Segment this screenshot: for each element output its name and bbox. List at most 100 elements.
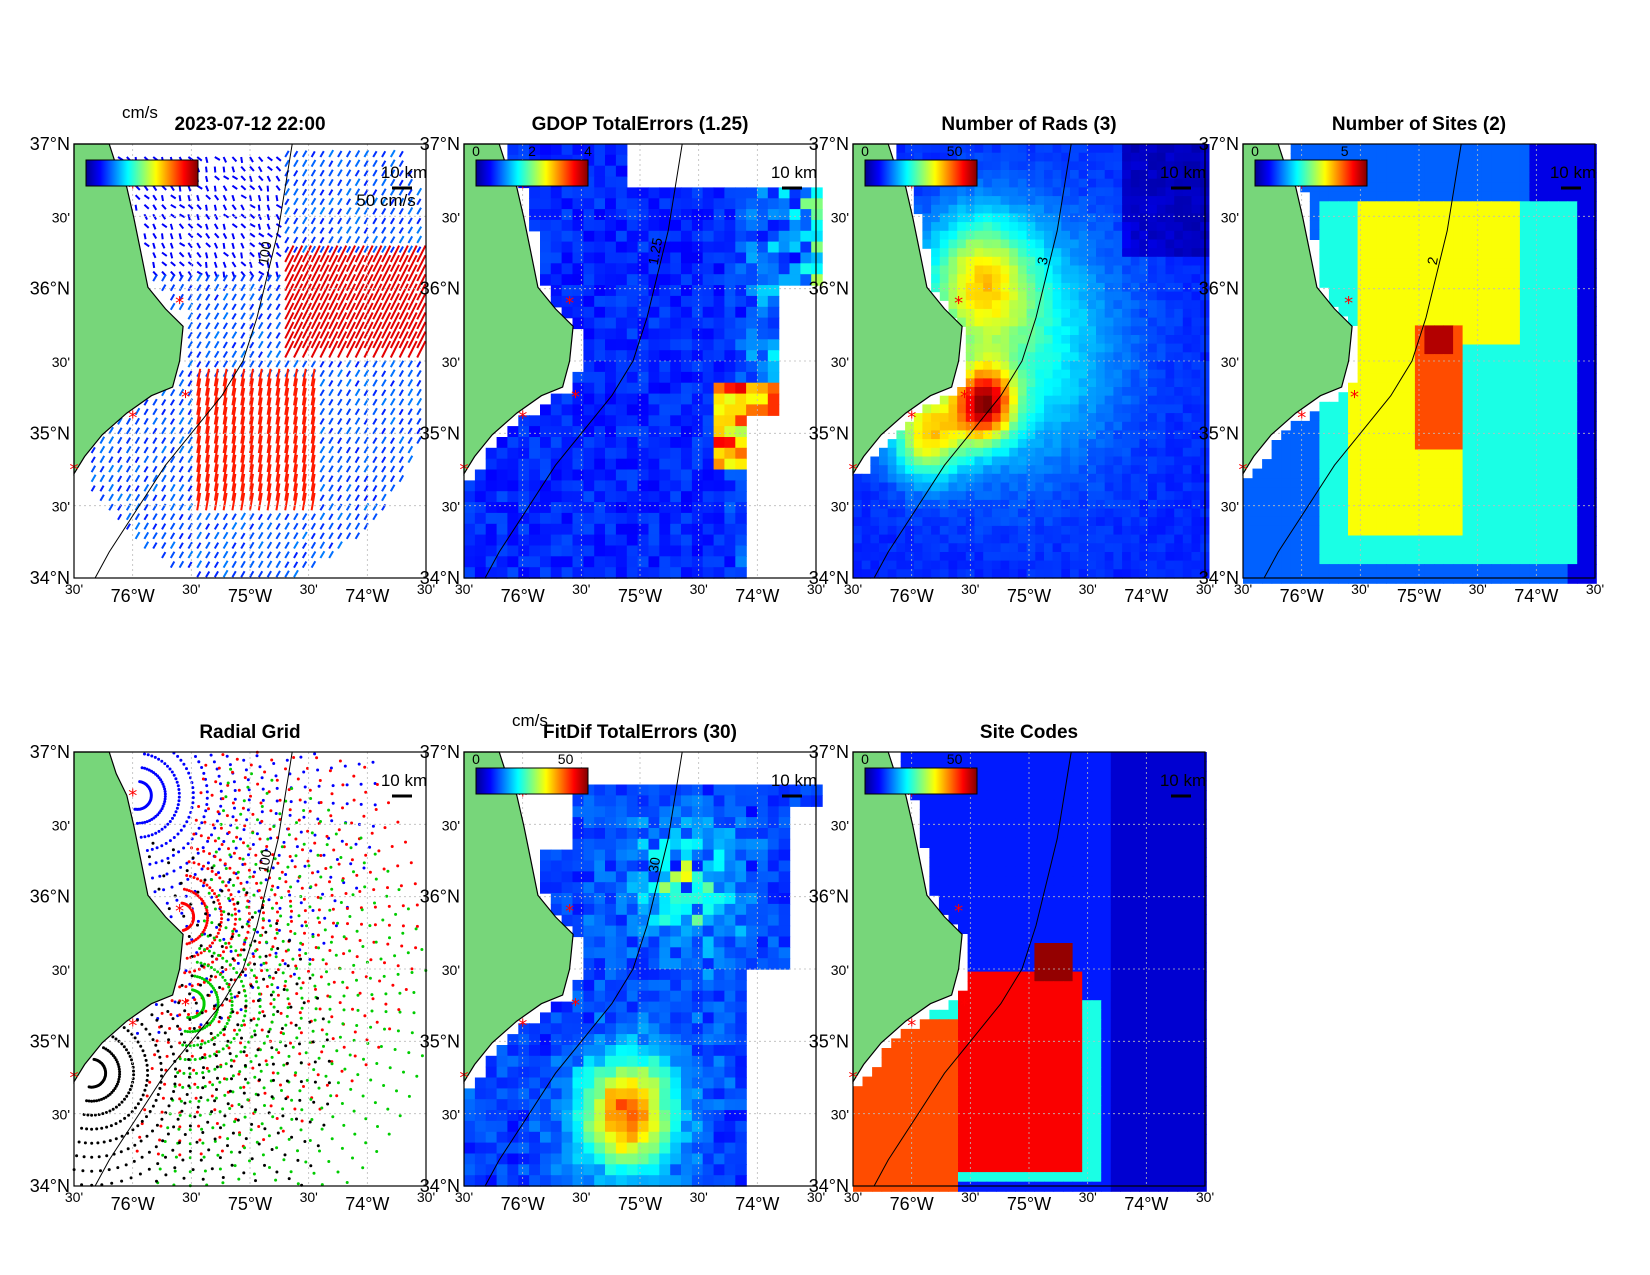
field-cell [1061,361,1071,371]
current-vector [275,445,281,463]
field-cell [540,263,552,275]
field-cell [702,415,715,427]
field-cell [1104,482,1114,492]
current-vector [354,283,365,301]
current-vector [205,331,211,339]
field-cell [1122,387,1132,397]
current-vector [328,360,334,368]
field-cell [905,517,915,527]
current-vector [416,427,422,435]
field-cell [1096,473,1106,484]
field-cell [626,491,639,503]
current-vector [345,245,356,263]
field-cell [1070,508,1080,518]
field-cell [681,350,693,362]
current-vector [275,293,281,301]
field-cell [1357,306,1368,317]
field-cell [965,343,976,353]
field-cell [1567,191,1578,202]
field-cell [896,534,906,544]
field-cell [746,198,758,210]
field-cell [1113,560,1123,570]
field-cell [1367,335,1378,346]
field-cell [1122,161,1132,171]
field-cell [1434,239,1445,250]
field-cell [1328,440,1339,451]
field-cell [1577,373,1588,384]
field-cell [1328,268,1339,279]
current-vector [240,483,246,501]
field-cell [1130,230,1141,241]
current-vector [196,550,203,559]
current-vector [310,150,316,158]
field-cell [1087,317,1097,327]
field-cell [1122,447,1132,458]
field-cell [724,252,736,264]
current-vector [398,254,409,273]
field-cell [1519,239,1530,250]
field-cell [1462,315,1473,326]
field-cell [1130,170,1141,180]
current-vector [222,569,229,578]
field-cell [1044,517,1054,527]
field-cell [1443,411,1454,422]
field-cell [550,447,563,460]
field-cell [1182,222,1193,232]
field-cell [948,534,958,544]
field-cell [1472,392,1483,403]
current-vector [319,532,325,540]
field-cell [1548,363,1559,374]
current-vector [319,494,325,502]
field-cell [1009,300,1019,310]
current-vector [240,252,243,259]
field-cell [735,252,747,264]
current-vector [187,445,194,454]
current-vector [213,360,220,368]
current-vector [284,187,290,196]
current-vector [196,303,202,311]
current-vector [301,435,307,454]
current-vector [354,465,361,473]
current-vector [354,312,365,330]
current-vector [372,474,378,483]
current-vector [205,397,210,415]
field-cell [1044,395,1054,405]
field-cell [1405,258,1416,269]
field-cell [605,534,617,547]
field-cell [637,523,650,536]
field-cell [1548,296,1559,307]
field-cell [659,502,671,514]
field-cell [1122,170,1132,180]
field-cell [957,534,967,544]
field-cell [974,343,984,353]
current-vector [407,226,414,234]
field-cell [991,569,1002,579]
field-cell [1122,413,1132,423]
field-cell [1096,282,1106,293]
current-vector [337,226,343,234]
current-vector [354,159,361,168]
panel-title: GDOP TotalErrors (1.25) [532,114,749,135]
current-vector [222,387,228,406]
field-cell [1026,291,1036,301]
field-cell [767,285,780,297]
current-vector [284,425,290,444]
field-cell [1577,277,1588,288]
current-vector [319,198,325,206]
field-cell [1096,543,1106,553]
field-cell [861,473,871,484]
field-cell [746,404,758,416]
field-cell [1113,265,1123,275]
field-cell [1548,420,1559,431]
current-vector [337,150,343,158]
current-vector [284,360,290,368]
field-cell [931,248,941,258]
field-cell [648,480,660,492]
field-cell [1462,363,1473,374]
field-cell [1567,401,1578,412]
current-vector [161,261,168,267]
current-vector [222,204,228,211]
field-cell [1338,153,1349,164]
field-cell [1357,315,1368,326]
field-cell [1510,258,1521,269]
